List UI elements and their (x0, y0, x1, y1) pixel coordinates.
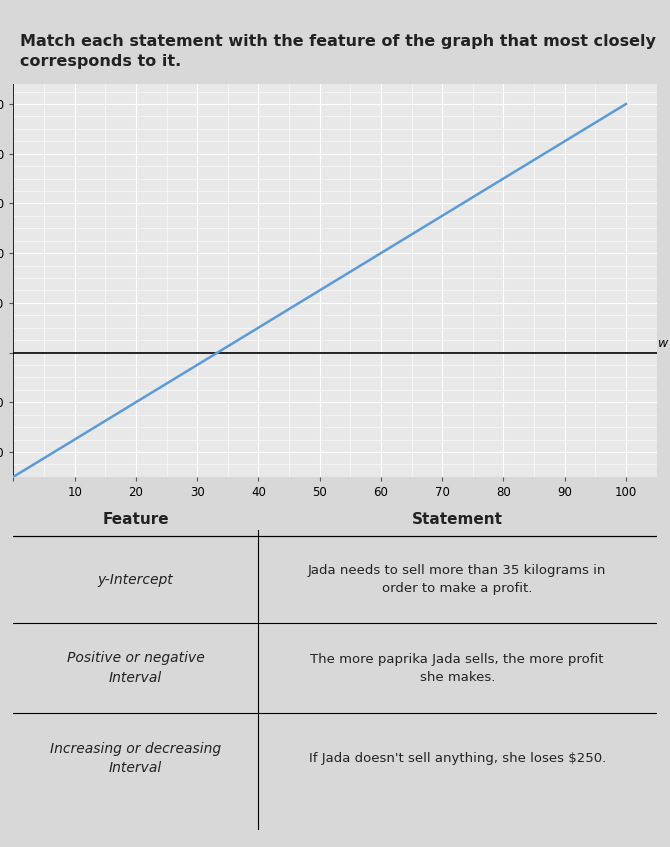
Text: Statement: Statement (411, 512, 502, 528)
Text: If Jada doesn't sell anything, she loses $250.: If Jada doesn't sell anything, she loses… (309, 752, 606, 765)
Text: Jada needs to sell more than 35 kilograms in
order to make a profit.: Jada needs to sell more than 35 kilogram… (308, 564, 606, 595)
Text: Positive or negative
Interval: Positive or negative Interval (67, 651, 204, 685)
Text: Feature: Feature (103, 512, 169, 528)
Text: Match each statement with the feature of the graph that most closely
corresponds: Match each statement with the feature of… (20, 35, 656, 69)
Text: w: w (657, 337, 668, 350)
Text: y-Intercept: y-Intercept (98, 573, 174, 587)
Text: Increasing or decreasing
Interval: Increasing or decreasing Interval (50, 742, 221, 775)
Text: The more paprika Jada sells, the more profit
she makes.: The more paprika Jada sells, the more pr… (310, 653, 604, 684)
